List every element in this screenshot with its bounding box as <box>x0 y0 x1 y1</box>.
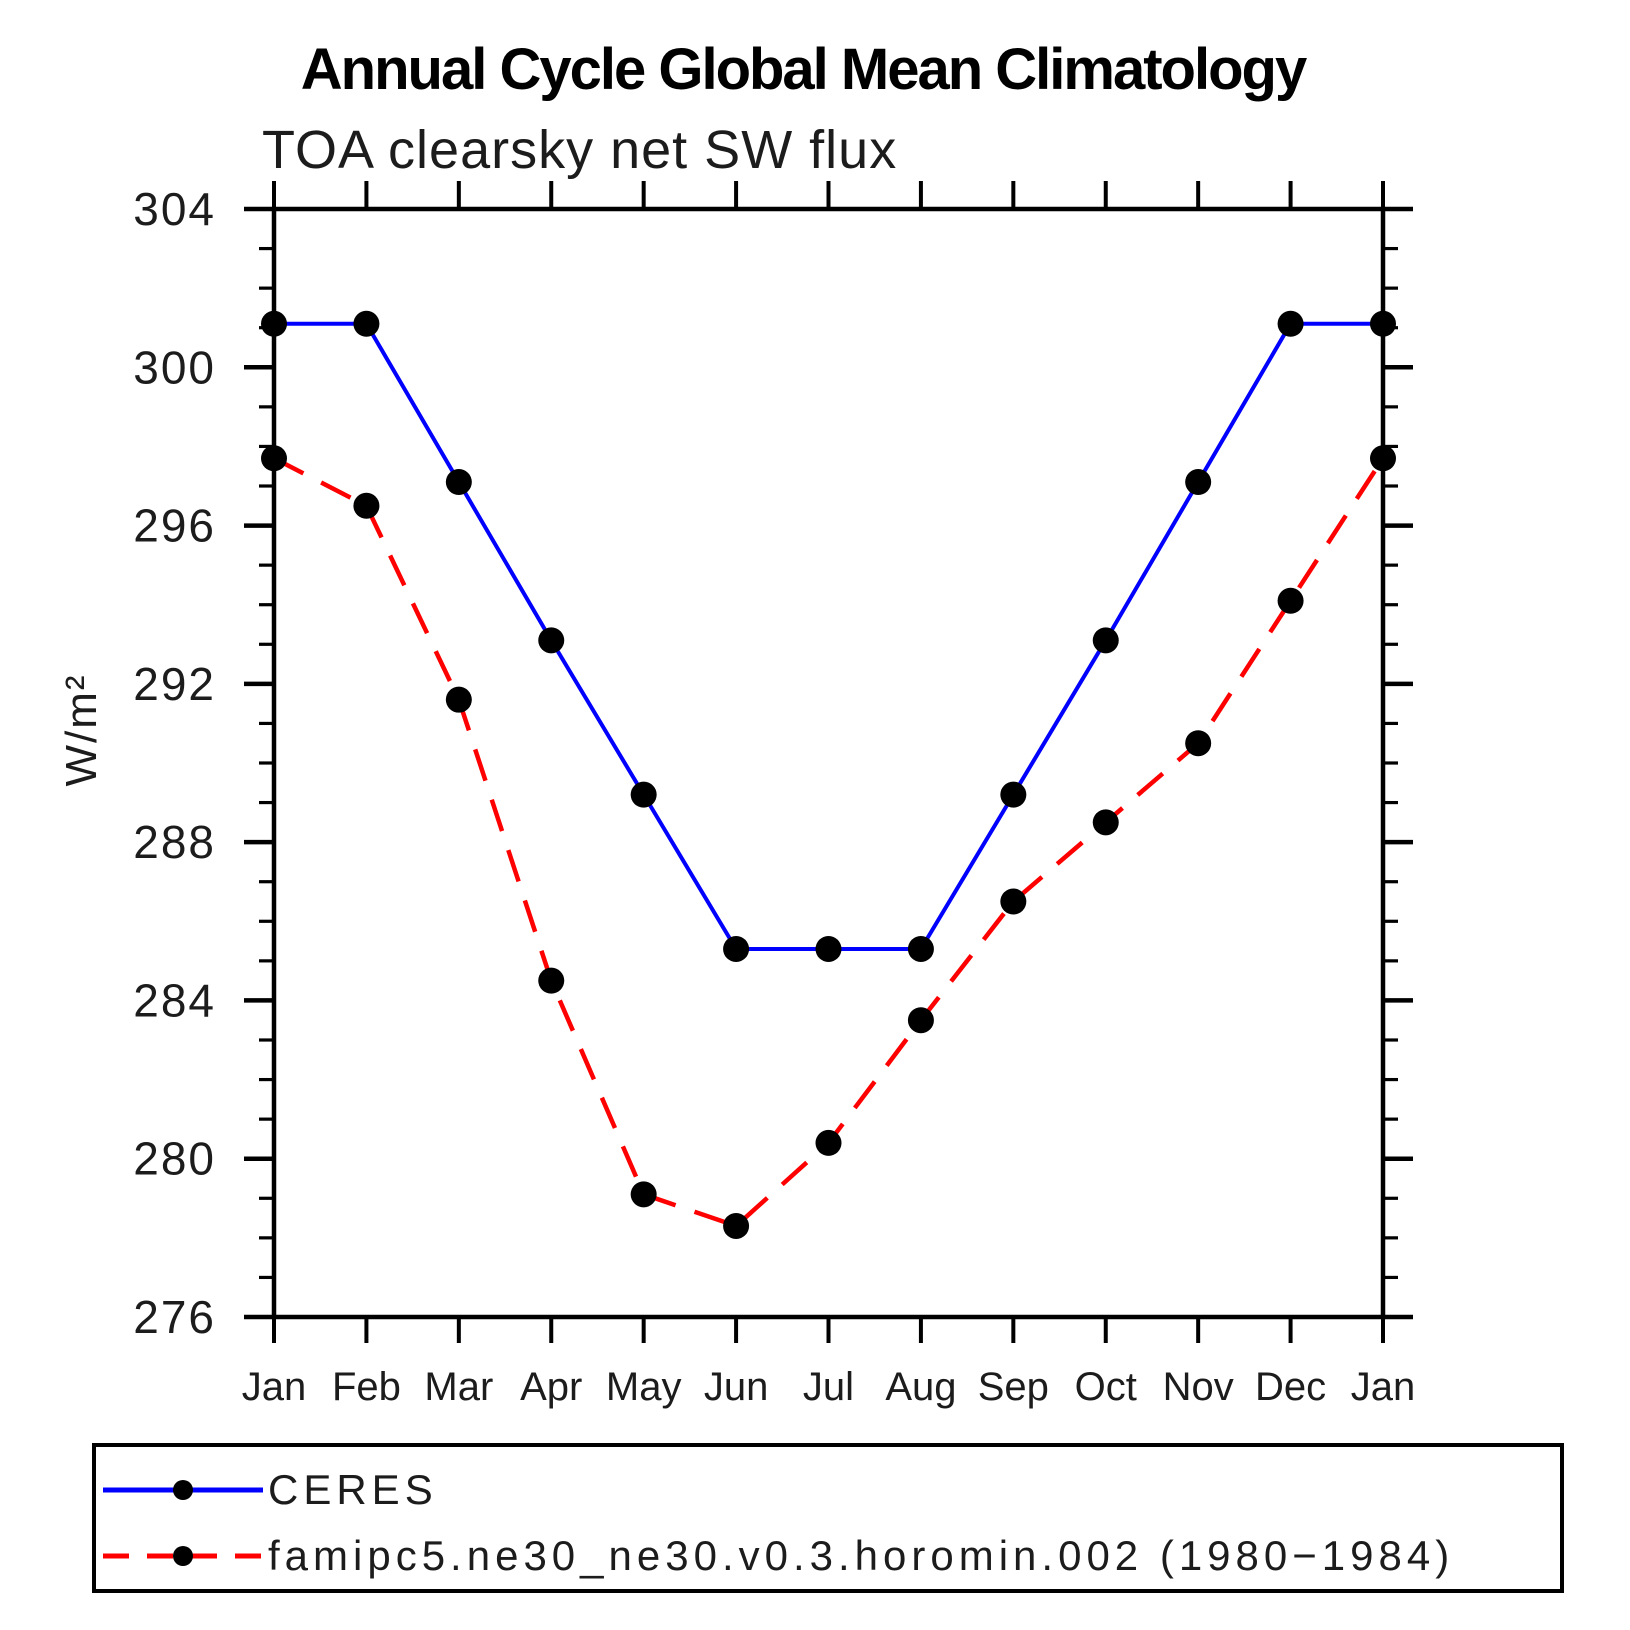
x-axis-ticks <box>272 181 1385 1343</box>
x-tick-label-Dec-11: Dec <box>1255 1365 1326 1409</box>
series-1-marker-Aug-7 <box>907 1007 934 1034</box>
legend-sample-ceres <box>103 1480 263 1500</box>
legend-entry-model: famipc5.ne30_ne30.v0.3.horomin.002 (1980… <box>100 1532 1455 1579</box>
y-tick-label-292: 292 <box>133 658 216 710</box>
y-axis-tick-labels: 276 280 284 288 292 296 300 304 <box>133 183 216 1343</box>
series-0-marker-Dec-11 <box>1277 310 1304 337</box>
series-1-marker-Feb-1 <box>353 492 380 519</box>
x-tick-label-Jan-12: Jan <box>1351 1365 1416 1409</box>
x-axis-tick-labels: Jan Feb Mar Apr May Jun Jul Aug Sep Oct Nov Dec Jan <box>242 1365 1416 1409</box>
x-tick-label-Jun-5: Jun <box>704 1365 769 1409</box>
series-1-marker-Nov-10 <box>1185 730 1212 757</box>
legend-marker-ceres <box>173 1480 193 1500</box>
x-tick-label-Sep-8: Sep <box>978 1365 1049 1409</box>
series-0-marker-Jan-12 <box>1370 310 1396 337</box>
series-0-marker-Jul-6 <box>815 935 842 962</box>
series-0-ceres <box>261 310 1396 962</box>
series-0-marker-Apr-3 <box>538 627 565 654</box>
x-tick-label-Apr-3: Apr <box>520 1365 582 1409</box>
series-0-marker-Mar-2 <box>445 469 472 496</box>
legend-label-model: famipc5.ne30_ne30.v0.3.horomin.002 (1980… <box>268 1532 1455 1579</box>
series-0-marker-Jun-5 <box>723 935 750 962</box>
series-1-marker-Dec-11 <box>1277 587 1304 614</box>
legend-box: CERES famipc5.ne30_ne30.v0.3.horomin.002… <box>92 1443 1564 1593</box>
x-tick-label-Feb-1: Feb <box>332 1365 401 1409</box>
series-1-marker-Jan-0 <box>261 445 287 472</box>
series-1-marker-Oct-9 <box>1092 809 1119 836</box>
series-0-line <box>274 321 1383 951</box>
x-tick-label-Mar-2: Mar <box>424 1365 493 1409</box>
series-0-marker-May-4 <box>630 781 657 808</box>
series-1-line <box>272 456 1385 1229</box>
y-tick-label-284: 284 <box>133 974 216 1026</box>
y-tick-label-300: 300 <box>133 341 216 393</box>
x-tick-label-Aug-7: Aug <box>885 1365 956 1409</box>
y-tick-label-296: 296 <box>133 500 216 552</box>
series-0-marker-Aug-7 <box>907 935 934 962</box>
series-0-marker-Sep-8 <box>1000 781 1027 808</box>
legend-sample-model <box>103 1546 263 1566</box>
legend-marker-model <box>173 1546 193 1566</box>
series-0-marker-Oct-9 <box>1092 627 1119 654</box>
chart-subtitle: TOA clearsky net SW flux <box>262 120 898 180</box>
legend-label-ceres: CERES <box>268 1466 438 1513</box>
chart-title: Annual Cycle Global Mean Climatology <box>300 37 1307 102</box>
series-1-marker-Sep-8 <box>1000 888 1027 915</box>
series-1-marker-Jun-5 <box>723 1212 750 1239</box>
series-0-marker-Feb-1 <box>353 310 380 337</box>
legend-entry-ceres: CERES <box>100 1466 438 1513</box>
series-1-marker-Jan-12 <box>1370 445 1396 472</box>
y-tick-label-280: 280 <box>133 1133 216 1185</box>
x-tick-label-Oct-9: Oct <box>1075 1365 1137 1409</box>
series-1-marker-Jul-6 <box>815 1129 842 1156</box>
y-tick-label-288: 288 <box>133 816 216 868</box>
x-tick-label-Jul-6: Jul <box>803 1365 854 1409</box>
series-1-model <box>261 445 1396 1239</box>
x-tick-label-Jan-0: Jan <box>242 1365 307 1409</box>
x-tick-label-May-4: May <box>606 1365 682 1409</box>
series-1-marker-Apr-3 <box>538 967 565 994</box>
x-tick-label-Nov-10: Nov <box>1163 1365 1234 1409</box>
series-0-marker-Nov-10 <box>1185 469 1212 496</box>
y-tick-label-304: 304 <box>133 183 216 235</box>
series-0-marker-Jan-0 <box>261 310 287 337</box>
y-axis-ticks <box>244 206 1413 1320</box>
y-tick-label-276: 276 <box>133 1291 216 1343</box>
series-1-marker-Mar-2 <box>445 686 472 713</box>
series-1-marker-May-4 <box>630 1181 657 1208</box>
